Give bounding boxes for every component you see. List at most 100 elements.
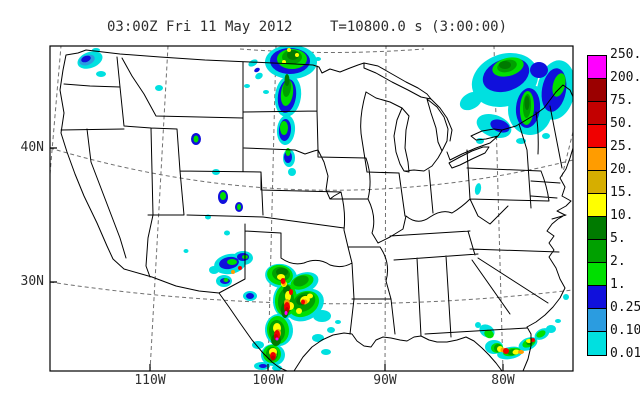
colorbar-tick-label: 200. — [610, 70, 640, 85]
precip-cell — [209, 266, 219, 274]
precip-cell — [307, 293, 313, 299]
colorbar-cell — [588, 171, 606, 194]
colorbar-tick-label: 50. — [610, 116, 634, 131]
precip-cell — [312, 334, 324, 342]
precip-cell — [296, 308, 302, 314]
precip-cell — [237, 204, 241, 210]
coastline — [59, 49, 573, 371]
colorbar-cell — [588, 79, 606, 102]
colorbar-cell — [588, 286, 606, 309]
precip-cell — [295, 53, 299, 57]
lon-label-90w: 90W — [373, 373, 397, 388]
colorbar-tick-label: 10. — [610, 208, 634, 223]
precip-cell — [255, 72, 263, 80]
graticule-meridians — [50, 46, 573, 371]
precip-cell — [503, 348, 509, 354]
precip-cell — [546, 325, 556, 333]
precip-cell — [223, 278, 229, 282]
plot-title-datetime: 03:00Z Fri 11 May 2012 — [107, 19, 293, 35]
precip-cell — [183, 249, 189, 253]
plot-title-forecast-time: T=10800.0 s (3:00:00) — [330, 19, 508, 35]
lat-label-40n: 40N — [20, 140, 44, 155]
colorbar-tick-label: 20. — [610, 162, 634, 177]
colorbar-cell — [588, 332, 606, 355]
precip-cell — [475, 322, 481, 328]
colorbar-tick-label: 0.01 — [610, 346, 640, 361]
colorbar-cell — [588, 240, 606, 263]
precip-cell — [563, 294, 569, 300]
precip-cell — [335, 320, 341, 324]
state-boundaries — [60, 56, 563, 338]
precip-cell — [484, 329, 494, 339]
precip-cell — [289, 289, 293, 295]
lon-label-110w: 110W — [134, 373, 166, 388]
precip-cell — [276, 268, 288, 276]
lon-label-100w: 100W — [252, 373, 284, 388]
colorbar — [587, 55, 607, 356]
precip-cell — [227, 259, 237, 265]
colorbar-tick-label: 0.25 — [610, 300, 640, 315]
colorbar-cell — [588, 125, 606, 148]
precip-cell — [224, 230, 230, 236]
precip-cell — [231, 270, 235, 274]
precip-cell — [238, 266, 242, 270]
precip-cell — [287, 48, 291, 52]
precip-cell — [459, 91, 483, 111]
colorbar-tick-label: 2. — [610, 254, 626, 269]
precip-cell — [555, 319, 561, 323]
colorbar-cell — [588, 217, 606, 240]
precip-cell — [220, 192, 226, 200]
precip-cell — [155, 85, 163, 91]
colorbar-cell — [588, 309, 606, 332]
precip-cell — [284, 311, 288, 315]
colorbar-tick-label: 1. — [610, 277, 626, 292]
precip-cell — [531, 338, 535, 342]
precipitation-field — [77, 46, 573, 371]
precip-cell — [474, 183, 482, 195]
precip-cell — [542, 133, 550, 139]
precip-cell — [499, 61, 511, 69]
precip-cell — [524, 96, 530, 110]
axis-ticks — [50, 147, 504, 371]
precip-cell — [530, 62, 548, 78]
precip-cell — [321, 349, 331, 355]
precip-cell — [244, 84, 250, 88]
colorbar-tick-label: 0.10 — [610, 323, 640, 338]
colorbar-tick-label: 15. — [610, 185, 634, 200]
precip-cell — [275, 337, 279, 341]
precip-cell — [96, 71, 106, 77]
precip-cell — [263, 90, 269, 94]
precip-cell — [282, 79, 292, 97]
precip-cell — [288, 168, 296, 176]
precip-cell — [271, 355, 275, 361]
colorbar-cell — [588, 148, 606, 171]
precip-cell — [313, 310, 331, 322]
precip-cell — [293, 275, 309, 287]
precip-cell — [287, 50, 299, 60]
colorbar-cell — [588, 263, 606, 286]
colorbar-tick-label: 75. — [610, 93, 634, 108]
precip-cell — [259, 364, 267, 368]
map-frame — [49, 45, 574, 372]
lat-label-30n: 30N — [20, 274, 44, 289]
precip-cell — [327, 327, 335, 333]
colorbar-tick-label: 5. — [610, 231, 626, 246]
colorbar-tick-label: 25. — [610, 139, 634, 154]
precip-cell — [536, 330, 546, 338]
colorbar-cell — [588, 102, 606, 125]
precip-cell — [280, 278, 286, 284]
precip-cell — [212, 169, 220, 175]
precip-cell — [315, 57, 321, 61]
precip-cell — [284, 74, 290, 86]
precip-cell — [512, 349, 520, 355]
precip-cell — [518, 350, 524, 354]
precip-cell — [552, 73, 566, 97]
precip-cell — [81, 55, 91, 63]
precip-cell — [280, 121, 288, 135]
lon-label-80w: 80W — [491, 373, 515, 388]
great-lakes — [363, 62, 557, 173]
precip-cell — [248, 59, 258, 67]
colorbar-cell — [588, 194, 606, 217]
